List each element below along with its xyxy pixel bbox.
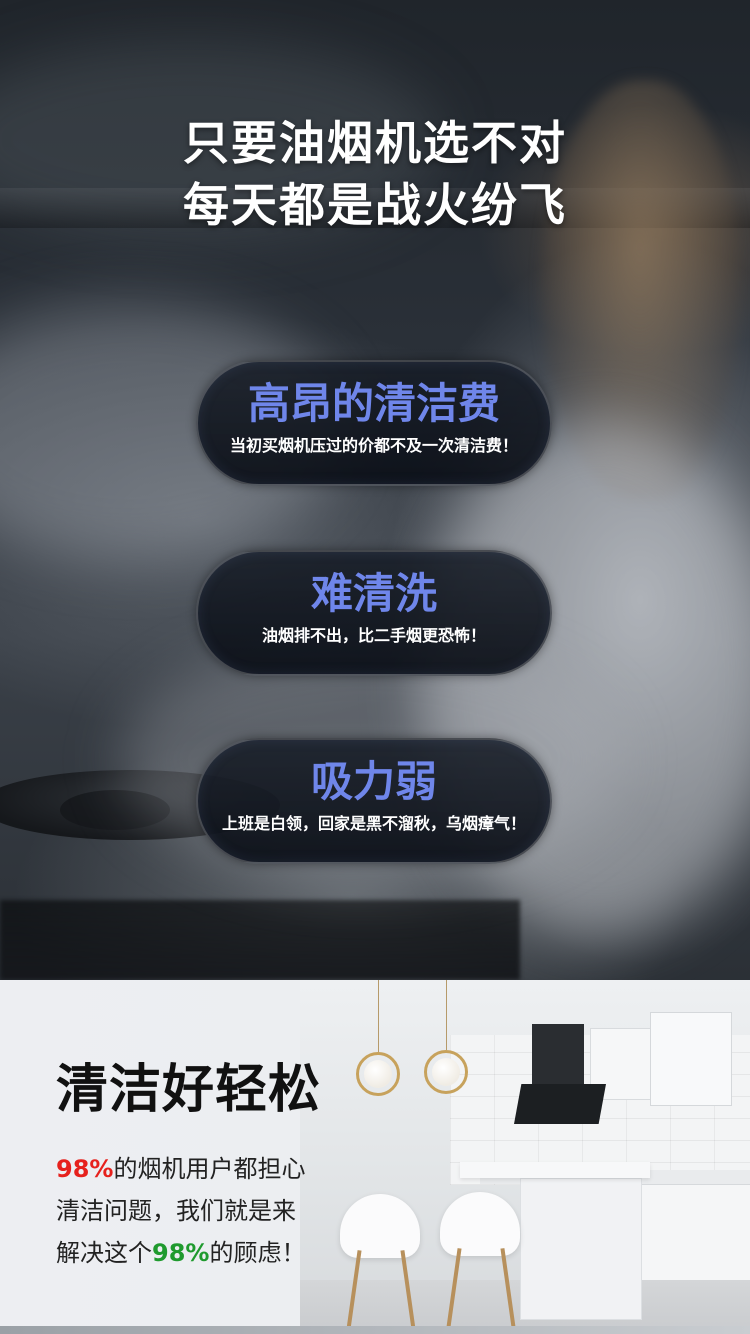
woman-figure	[540, 80, 740, 500]
lower-cabinet	[640, 1184, 750, 1296]
pain-point-title: 吸力弱	[310, 757, 437, 806]
pain-point-subtitle: 油烟排不出，比二手烟更恐怖！	[261, 626, 486, 645]
description-text: 的顾虑！	[209, 1239, 306, 1267]
smoke-cloud	[0, 40, 440, 240]
lamp-wire	[446, 980, 447, 1050]
description-text: 解决这个	[56, 1239, 152, 1267]
dining-chair	[340, 1194, 420, 1258]
section-description: 98%的烟机用户都担心 清洁问题，我们就是来 解决这个98%的顾虑！	[56, 1148, 305, 1274]
description-line-2: 清洁问题，我们就是来	[56, 1197, 296, 1225]
pain-point-card-hard-to-clean: 难清洗 油烟排不出，比二手烟更恐怖！	[196, 550, 552, 676]
headline-line-2: 每天都是战火纷飞	[183, 178, 567, 232]
easy-clean-section: 清洁好轻松 98%的烟机用户都担心 清洁问题，我们就是来 解决这个98%的顾虑！	[0, 980, 750, 1334]
pendant-lamp-icon	[356, 1052, 400, 1096]
wall-cabinet	[650, 1012, 732, 1106]
pendant-lamp-icon	[424, 1050, 468, 1094]
dining-chair	[440, 1192, 520, 1256]
pain-point-card-weak-suction: 吸力弱 上班是白领，回家是黑不溜秋，乌烟瘴气！	[196, 738, 552, 864]
section-title: 清洁好轻松	[56, 1060, 322, 1120]
hero-banner: 只要油烟机选不对 每天都是战火纷飞 高昂的清洁费 当初买烟机压过的价都不及一次清…	[0, 0, 750, 980]
lamp-wire	[378, 980, 379, 1052]
pain-point-subtitle: 当初买烟机压过的价都不及一次清洁费！	[229, 436, 518, 455]
headline-line-1: 只要油烟机选不对	[183, 116, 567, 170]
percentage-highlight: 98%	[56, 1155, 114, 1183]
range-hood-chimney	[532, 1024, 584, 1084]
description-text: 的烟机用户都担心	[113, 1155, 306, 1183]
lamp-bulb	[432, 1058, 460, 1086]
lamp-bulb	[364, 1060, 392, 1088]
bottom-strip	[0, 1326, 750, 1334]
description-line-1: 98%的烟机用户都担心	[56, 1148, 305, 1190]
pan-lid	[60, 790, 170, 830]
pain-point-title: 高昂的清洁费	[247, 379, 500, 428]
island-top	[460, 1162, 650, 1178]
description-line-3: 解决这个98%的顾虑！	[56, 1232, 305, 1274]
percentage-highlight: 98%	[152, 1239, 210, 1267]
pain-point-subtitle: 上班是白领，回家是黑不溜秋，乌烟瘴气！	[221, 814, 526, 833]
kitchen-island	[520, 1178, 642, 1320]
hero-headline: 只要油烟机选不对 每天都是战火纷飞	[0, 112, 750, 236]
pain-point-title: 难清洗	[310, 569, 437, 618]
range-hood-panel	[514, 1084, 606, 1124]
pain-point-card-cleaning-cost: 高昂的清洁费 当初买烟机压过的价都不及一次清洁费！	[196, 360, 552, 486]
stove-top	[0, 900, 520, 980]
kitchen-photo	[300, 980, 750, 1334]
